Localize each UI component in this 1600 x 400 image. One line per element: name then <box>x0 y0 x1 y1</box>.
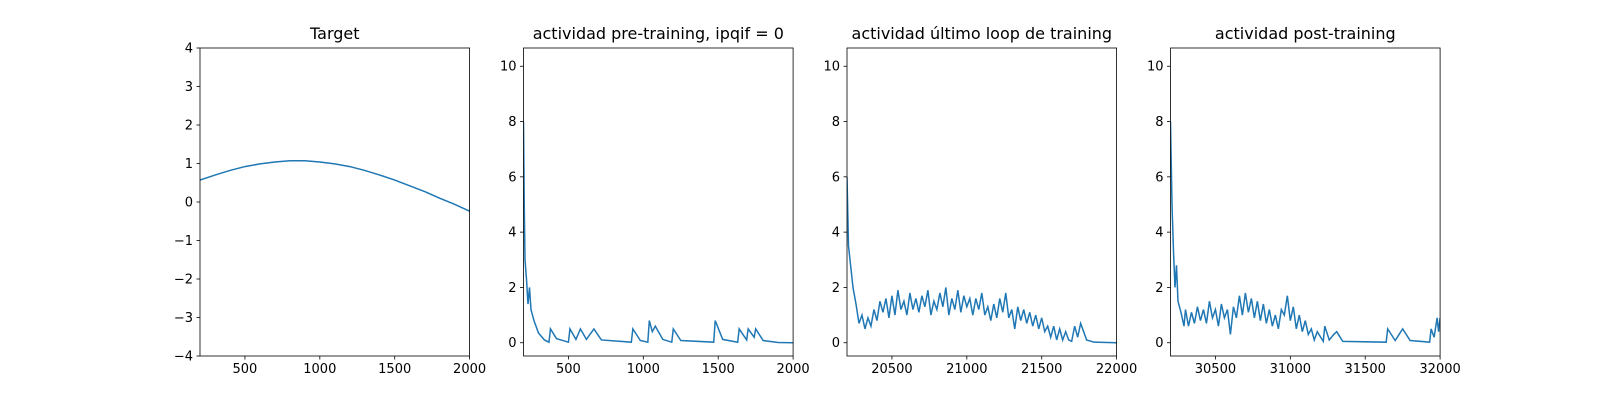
y-tick-label: −3 <box>174 311 193 326</box>
axes-frame <box>846 47 1118 357</box>
y-tick-label: 4 <box>508 226 516 241</box>
y-tick-label: 8 <box>1155 115 1163 130</box>
x-tick-label: 22000 <box>1096 362 1137 377</box>
y-tick-label: 2 <box>832 281 840 296</box>
x-tick-label: 30500 <box>1195 362 1236 377</box>
y-tick-label: 2 <box>1155 281 1163 296</box>
x-tick-label: 500 <box>233 362 258 377</box>
y-tick-label: 6 <box>508 170 516 185</box>
x-tick-label: 21500 <box>1021 362 1062 377</box>
x-tick-label: 31000 <box>1270 362 1311 377</box>
y-tick-label: 6 <box>832 170 840 185</box>
x-tick-label: 500 <box>556 362 581 377</box>
x-tick-label: 1500 <box>378 362 411 377</box>
x-tick-label: 2000 <box>777 362 810 377</box>
chart-title: actividad post-training <box>1215 24 1396 43</box>
y-tick-label: 6 <box>1155 170 1163 185</box>
data-line <box>523 121 794 344</box>
y-tick-label: 4 <box>832 226 840 241</box>
y-tick-label: 0 <box>508 336 516 351</box>
x-tick-label: 32000 <box>1419 362 1460 377</box>
x-tick-label: 1500 <box>702 362 735 377</box>
y-tick-label: −1 <box>174 234 193 249</box>
y-tick-label: 1 <box>185 157 193 172</box>
subplot: actividad pre-training, ipqif = 0 500 1000… <box>500 24 810 377</box>
y-tick-label: 8 <box>832 115 840 130</box>
y-tick-label: 0 <box>832 336 840 351</box>
subplot: actividad post-training 30500 31000 31500 32… <box>1147 24 1461 377</box>
y-tick-label: 10 <box>1147 60 1164 75</box>
chart-title: actividad último loop de training <box>852 24 1113 43</box>
y-tick-label: 3 <box>185 80 193 95</box>
data-line <box>1170 121 1441 344</box>
y-tick-label: 10 <box>823 60 840 75</box>
x-tick-label: 31500 <box>1345 362 1386 377</box>
y-tick-label: 0 <box>1155 336 1163 351</box>
x-tick-label: 1000 <box>627 362 660 377</box>
chart-title: Target <box>309 24 360 43</box>
y-tick-label: 0 <box>185 196 193 211</box>
x-tick-label: 21000 <box>946 362 987 377</box>
y-tick-label: −4 <box>174 350 193 365</box>
y-tick-label: 4 <box>1155 226 1163 241</box>
chart-title: actividad pre-training, ipqif = 0 <box>533 24 784 43</box>
y-tick-label: −2 <box>174 273 193 288</box>
axes-frame <box>199 47 471 357</box>
x-tick-label: 20500 <box>871 362 912 377</box>
y-tick-label: 8 <box>508 115 516 130</box>
data-line <box>847 176 1117 344</box>
y-tick-label: 2 <box>185 119 193 134</box>
y-tick-label: 10 <box>500 60 517 75</box>
x-tick-label: 1000 <box>303 362 336 377</box>
y-tick-label: 2 <box>508 281 516 296</box>
axes-frame <box>1170 47 1441 357</box>
subplot: Target 500 1000 1500 2000 −4 −3 −2 −1 0 1 2 3 4 <box>174 24 486 377</box>
y-tick-label: 4 <box>185 42 193 57</box>
data-line <box>200 160 470 212</box>
axes-frame <box>523 47 794 357</box>
x-tick-label: 2000 <box>453 362 486 377</box>
